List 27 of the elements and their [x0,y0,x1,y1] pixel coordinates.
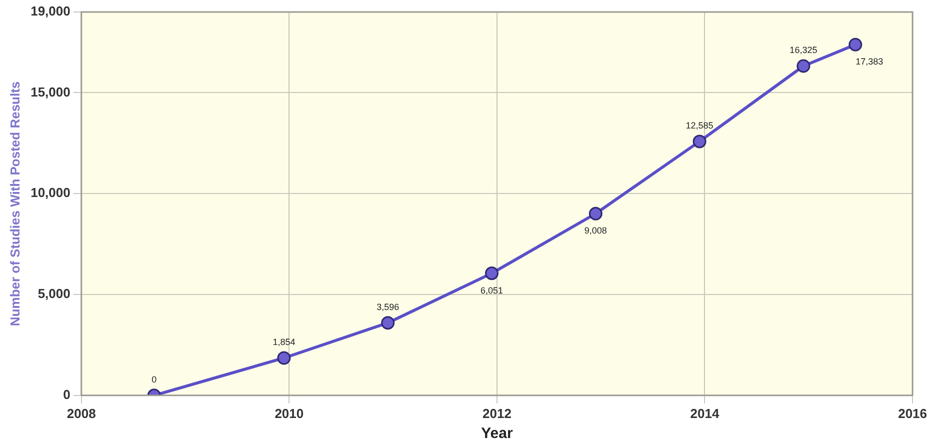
point [381,316,395,330]
point [277,351,291,365]
y-tick-label: 10,000 [30,185,70,200]
y-tick-label: 5,000 [38,286,70,302]
point [485,266,499,280]
y-tick-label: 19,000 [30,4,70,19]
y-tick-label: 15,000 [30,84,70,100]
data-label: 1,854 [272,336,296,347]
x-tick-label: 2012 [482,406,512,421]
data-label: 6,051 [480,285,504,296]
point [588,206,602,220]
data-label: 16,325 [790,44,818,55]
data-label: 12,585 [686,120,714,130]
point [692,134,706,148]
data-label: 0 [152,374,157,384]
x-tick-label: 2014 [690,406,720,421]
data-label: 17,383 [856,56,884,67]
data-label: 9,008 [584,226,607,236]
point [796,59,810,73]
y-tick-label: 0 [63,386,70,402]
x-tick-label: 2016 [898,406,927,421]
y-axis-title: Number of Studies With Posted Results [7,81,22,326]
x-axis-title: Year [481,425,513,442]
x-tick-label: 2008 [66,406,96,421]
point [848,38,862,52]
x-tick-label: 2010 [274,406,304,421]
data-label: 3,596 [376,302,400,312]
